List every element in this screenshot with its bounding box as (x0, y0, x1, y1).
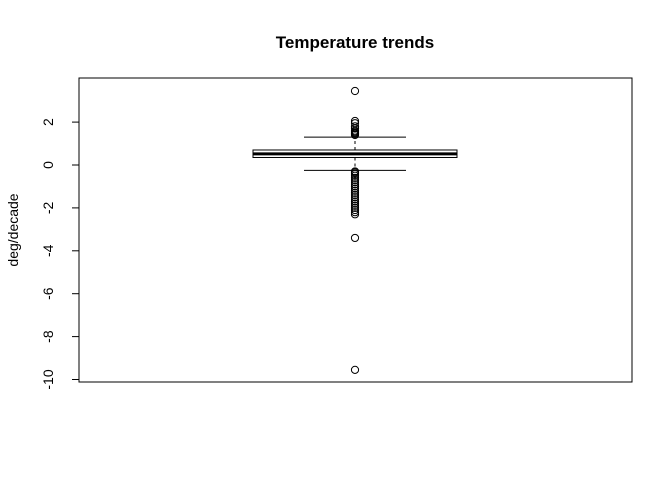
outlier-points (350, 86, 360, 374)
plot-frame (78, 77, 633, 383)
outlier-point (350, 182, 360, 191)
outlier-point (350, 203, 360, 212)
y-axis: -10 -8 -6 -4 -2 0 2 (40, 118, 80, 390)
outlier-point (350, 210, 360, 219)
outlier-point (350, 188, 360, 197)
outlier-point (350, 199, 360, 208)
y-tick-label: 0 (40, 161, 56, 169)
y-tick-label: -8 (40, 330, 56, 343)
y-axis-label: deg/decade (5, 193, 21, 266)
outlier-point (350, 124, 360, 133)
y-tick-label: -4 (40, 244, 56, 257)
outlier-point (350, 171, 360, 180)
outlier-point (350, 233, 360, 243)
outlier-point (350, 86, 360, 96)
y-tick-label: -10 (40, 369, 56, 389)
outlier-point (350, 186, 360, 195)
outlier-point (350, 130, 360, 140)
outlier-point (350, 178, 360, 187)
chart-title: Temperature trends (276, 33, 434, 52)
outlier-point (350, 175, 360, 185)
outlier-point (350, 173, 360, 182)
boxplot (252, 136, 458, 171)
outlier-point (350, 197, 360, 206)
outlier-point (350, 208, 360, 217)
outlier-point (350, 365, 360, 374)
outlier-point (350, 205, 360, 215)
y-tick-label: 2 (40, 118, 56, 126)
outlier-point (350, 201, 360, 210)
y-tick-label: -6 (40, 287, 56, 300)
outlier-point (350, 193, 360, 202)
outlier-point (350, 184, 360, 193)
outlier-point (350, 180, 360, 189)
outlier-point (350, 195, 360, 204)
y-tick-label: -2 (40, 201, 56, 214)
outlier-point (350, 190, 360, 200)
